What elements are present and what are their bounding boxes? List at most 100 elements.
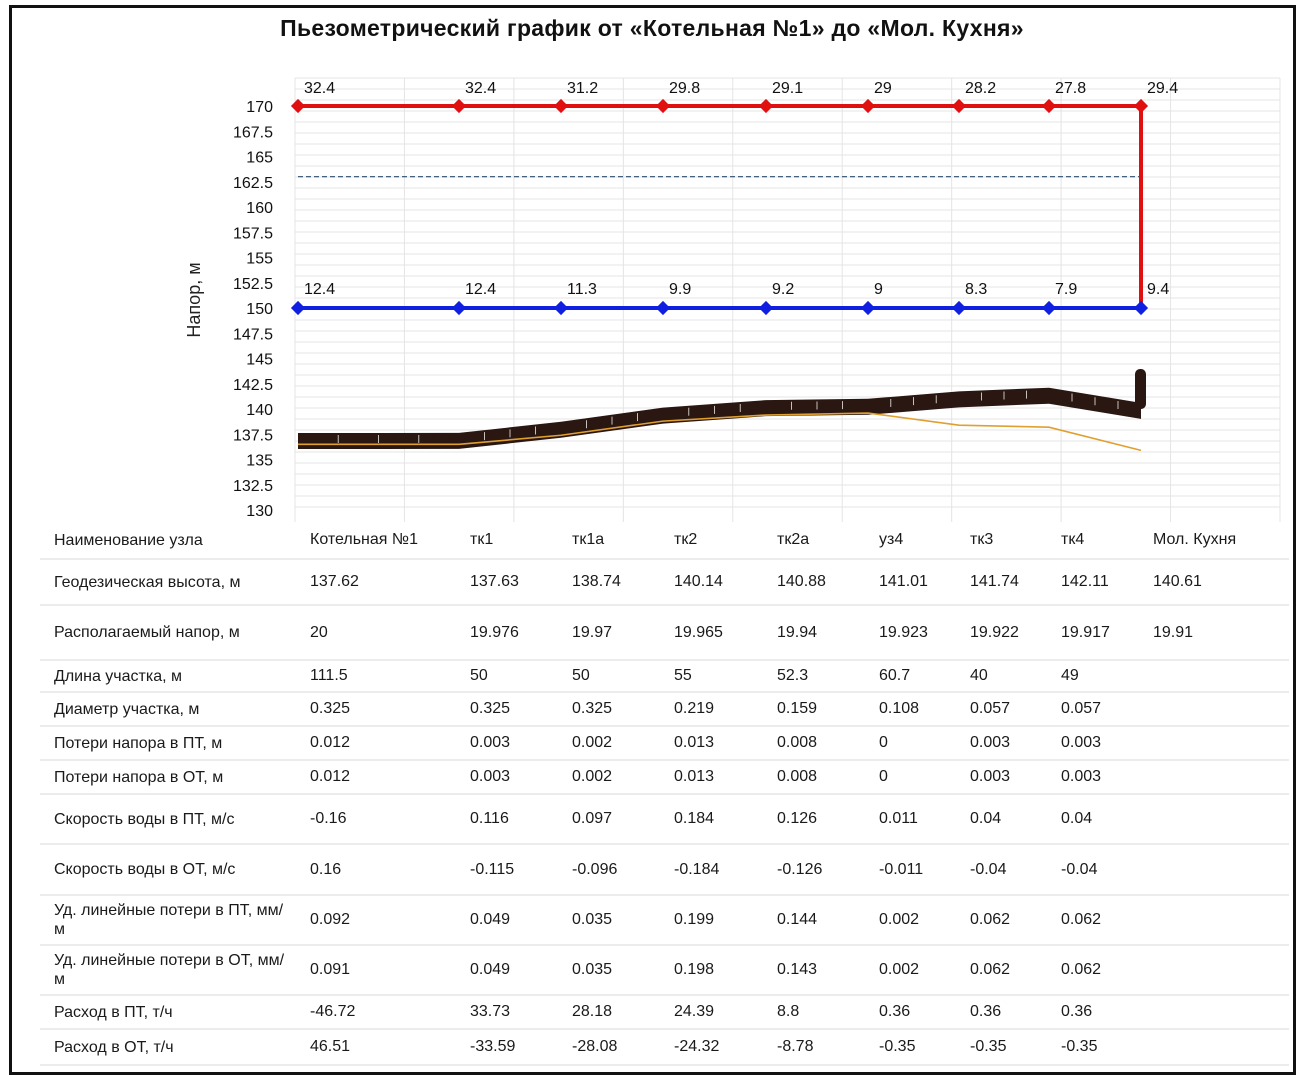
table-cell: 0.012 <box>296 760 456 795</box>
table-cell: 0.012 <box>296 726 456 761</box>
table-cell: 0.062 <box>956 895 1047 946</box>
return-value-label: 12.4 <box>465 281 496 298</box>
row-header: Наименование узла <box>40 522 296 560</box>
table-cell: 60.7 <box>865 660 956 693</box>
table-cell: 140.61 <box>1139 559 1289 606</box>
supply-value-label: 29 <box>874 80 892 97</box>
table-cell: -0.35 <box>956 1029 1047 1066</box>
table-cell: -0.096 <box>558 844 660 896</box>
table-cell: 141.74 <box>956 559 1047 606</box>
table-cell: -46.72 <box>296 995 456 1030</box>
table-cell: 0.04 <box>1047 794 1139 845</box>
table-row: Уд. линейные потери в ПТ, мм/м 0.092 0.049… <box>40 895 1289 946</box>
y-tick-label: 147.5 <box>233 326 273 343</box>
row-header: Расход в ОТ, т/ч <box>40 1029 296 1066</box>
table-cell: -0.35 <box>865 1029 956 1066</box>
table-cell: 0.16 <box>296 844 456 896</box>
table-cell: 0.035 <box>558 895 660 946</box>
supply-value-label: 29.1 <box>772 80 803 97</box>
ground-end-marker <box>1135 369 1146 409</box>
table-cell: 0.325 <box>456 692 558 727</box>
table-cell: 0.057 <box>956 692 1047 727</box>
row-header: Уд. линейные потери в ПТ, мм/м <box>40 895 296 946</box>
table-cell: Котельная №1 <box>296 522 456 560</box>
table-cell: 40 <box>956 660 1047 693</box>
y-tick-label: 165 <box>246 150 273 167</box>
ground-level-line <box>298 412 1142 452</box>
y-axis-label: Напор, м <box>184 262 204 337</box>
table-row: Потери напора в ОТ, м 0.012 0.003 0.002 0.01… <box>40 760 1289 795</box>
table-cell: 0.108 <box>865 692 956 727</box>
y-tick-label: 170 <box>246 99 273 116</box>
table-cell: 137.63 <box>456 559 558 606</box>
supply-point-marker <box>1041 98 1057 114</box>
node-data-table: Наименование узла Котельная №1 тк1 тк1а тк2 т… <box>40 522 1289 1066</box>
table-cell: 0.003 <box>956 726 1047 761</box>
table-cell: -0.35 <box>1047 1029 1139 1066</box>
table-cell: 50 <box>456 660 558 693</box>
table-cell: 0.008 <box>763 726 865 761</box>
table-cell <box>1139 844 1289 896</box>
table-cell: 55 <box>660 660 763 693</box>
y-tick-label: 150 <box>246 301 273 318</box>
return-point-marker <box>655 300 671 316</box>
table-cell: тк2 <box>660 522 763 560</box>
table-cell: 0.143 <box>763 945 865 996</box>
row-header: Располагаемый напор, м <box>40 605 296 661</box>
supply-point-marker <box>1133 98 1149 114</box>
supply-point-marker <box>553 98 569 114</box>
table-cell: 0.325 <box>558 692 660 727</box>
table-cell: Мол. Кухня <box>1139 522 1289 560</box>
table-cell: 19.97 <box>558 605 660 661</box>
table-row: Располагаемый напор, м 20 19.976 19.97 19.96… <box>40 605 1289 661</box>
table-cell: 0.199 <box>660 895 763 946</box>
table-cell: 0.013 <box>660 726 763 761</box>
y-tick-label: 130 <box>246 503 273 520</box>
y-tick-label: 162.5 <box>233 175 273 192</box>
table-cell: 0.126 <box>763 794 865 845</box>
return-point-marker <box>860 300 876 316</box>
pressure-lines <box>290 98 1149 316</box>
table-cell <box>1139 945 1289 996</box>
table-cell <box>1139 995 1289 1030</box>
return-point-marker <box>553 300 569 316</box>
table-cell: 0.003 <box>956 760 1047 795</box>
table-cell: -33.59 <box>456 1029 558 1066</box>
return-point-marker <box>758 300 774 316</box>
table-cell: 0.04 <box>956 794 1047 845</box>
table-cell: 138.74 <box>558 559 660 606</box>
table-cell: -0.011 <box>865 844 956 896</box>
table-cell: уз4 <box>865 522 956 560</box>
table-row: Длина участка, м 111.5 50 50 55 52.3 60.7 40 49 <box>40 660 1289 693</box>
table-cell <box>1139 1029 1289 1066</box>
y-tick-label: 167.5 <box>233 124 273 141</box>
table-row: Расход в ОТ, т/ч 46.51 -33.59 -28.08 -24.32-… <box>40 1029 1289 1066</box>
table-cell <box>1139 895 1289 946</box>
table-cell: тк1а <box>558 522 660 560</box>
table-cell: 0.002 <box>558 760 660 795</box>
table-cell: 0.035 <box>558 945 660 996</box>
table-cell: 0.049 <box>456 945 558 996</box>
return-point-marker <box>290 300 306 316</box>
supply-value-label: 27.8 <box>1055 80 1086 97</box>
table-cell: 33.73 <box>456 995 558 1030</box>
table-cell: 46.51 <box>296 1029 456 1066</box>
y-tick-label: 132.5 <box>233 478 273 495</box>
table-cell: 137.62 <box>296 559 456 606</box>
supply-value-label: 29.8 <box>669 80 700 97</box>
row-header: Потери напора в ОТ, м <box>40 760 296 795</box>
table-cell: 0.002 <box>865 945 956 996</box>
y-tick-label: 142.5 <box>233 377 273 394</box>
table-cell: 0.049 <box>456 895 558 946</box>
supply-value-label: 28.2 <box>965 80 996 97</box>
table-cell: -0.16 <box>296 794 456 845</box>
y-tick-label: 157.5 <box>233 225 273 242</box>
table-cell <box>1139 760 1289 795</box>
row-header: Длина участка, м <box>40 660 296 693</box>
table-cell: 0.003 <box>456 760 558 795</box>
table-cell: 0.36 <box>956 995 1047 1030</box>
table-cell: 8.8 <box>763 995 865 1030</box>
table-cell <box>1139 794 1289 845</box>
return-value-label: 9 <box>874 281 883 298</box>
table-cell: 0.062 <box>1047 895 1139 946</box>
